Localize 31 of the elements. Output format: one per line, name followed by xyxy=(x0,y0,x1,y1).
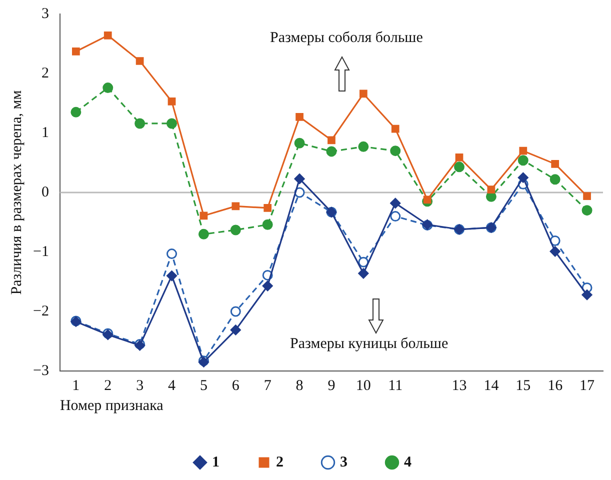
y-tick-label: −1 xyxy=(32,244,49,260)
x-tick-label: 7 xyxy=(264,378,272,394)
y-tick-label: 3 xyxy=(41,6,49,22)
x-tick-label: 8 xyxy=(296,378,304,394)
y-tick-label: 1 xyxy=(41,124,49,141)
y-tick-label: −2 xyxy=(32,303,49,320)
x-tick-label: 11 xyxy=(388,378,403,394)
y-tick-label: 2 xyxy=(41,65,49,82)
x-tick-label: 14 xyxy=(484,378,500,394)
x-tick-label: 3 xyxy=(136,378,144,394)
x-tick-label: 15 xyxy=(516,378,531,394)
y-tick-label: 0 xyxy=(41,184,49,200)
x-tick-label: 9 xyxy=(328,378,336,394)
annotation: Размеры соболя больше xyxy=(270,30,423,47)
legend-label: 2 xyxy=(276,454,284,470)
x-tick-label: 4 xyxy=(168,378,176,394)
x-tick-label: 16 xyxy=(548,378,564,394)
x-tick-label: 10 xyxy=(356,378,371,394)
x-tick-label: 1 xyxy=(72,378,80,394)
legend-label: 3 xyxy=(340,454,348,470)
x-tick-label: 2 xyxy=(104,378,112,394)
x-axis-title: Номер признака xyxy=(60,398,164,414)
legend-label: 4 xyxy=(404,454,412,470)
x-tick-label: 5 xyxy=(200,378,208,394)
legend-label: 1 xyxy=(212,454,220,470)
x-tick-label: 17 xyxy=(580,378,596,394)
y-axis-title: Различия в размерах черепа, мм xyxy=(8,90,25,295)
annotation: Размеры куницы больше xyxy=(290,336,448,353)
x-tick-label: 6 xyxy=(232,378,240,394)
x-tick-label: 13 xyxy=(452,378,467,394)
y-tick-label: −3 xyxy=(32,362,49,379)
